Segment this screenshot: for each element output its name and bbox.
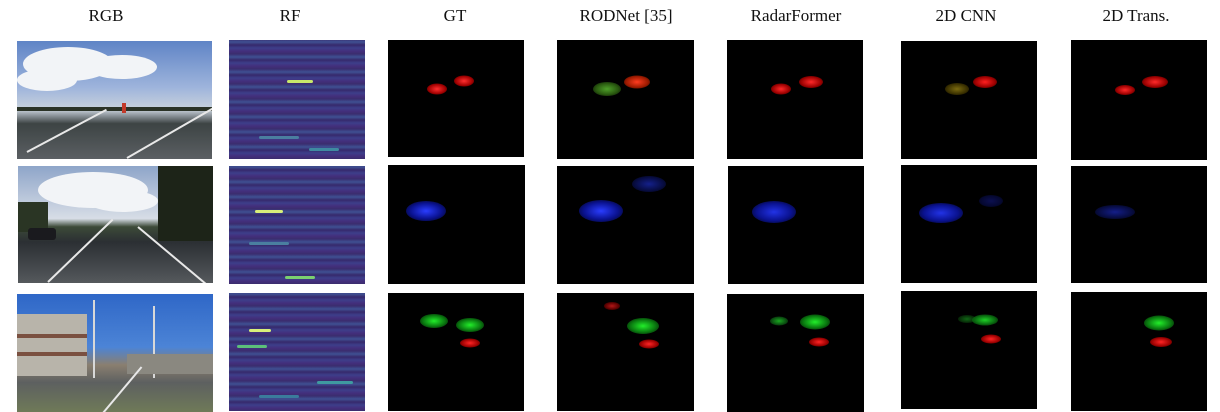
radarformer-map-row2: [728, 166, 864, 284]
gt-map-row1: [388, 40, 524, 157]
2d-trans-map-row3: [1071, 292, 1207, 411]
column-header-rodnet: RODNet [35]: [579, 6, 673, 25]
rgb-image-row1: [17, 41, 212, 159]
rf-heatmap-row1: [229, 40, 365, 159]
2d-cnn-map-row3: [901, 291, 1037, 409]
rgb-image-row2: [18, 166, 213, 283]
column-header-rf: RF: [279, 6, 301, 25]
column-header-gt: GT: [443, 6, 467, 25]
column-header-2d-trans: 2D Trans.: [1102, 6, 1170, 25]
2d-cnn-map-row1: [901, 41, 1037, 159]
2d-trans-map-row1: [1071, 40, 1207, 160]
rodnet-map-row1: [557, 40, 694, 159]
2d-trans-map-row2: [1071, 166, 1207, 283]
rgb-image-row3: [17, 294, 213, 412]
rf-heatmap-row3: [229, 293, 365, 411]
2d-cnn-map-row2: [901, 165, 1037, 283]
column-header-2d-cnn: 2D CNN: [935, 6, 997, 25]
rodnet-map-row3: [557, 293, 694, 411]
gt-map-row2: [388, 165, 525, 284]
column-header-radarformer: RadarFormer: [750, 6, 842, 25]
radarformer-map-row3: [727, 294, 864, 412]
rf-heatmap-row2: [229, 166, 365, 284]
gt-map-row3: [388, 293, 524, 411]
column-header-rgb: RGB: [88, 6, 124, 25]
rodnet-map-row2: [557, 166, 694, 284]
radarformer-map-row1: [727, 40, 863, 159]
